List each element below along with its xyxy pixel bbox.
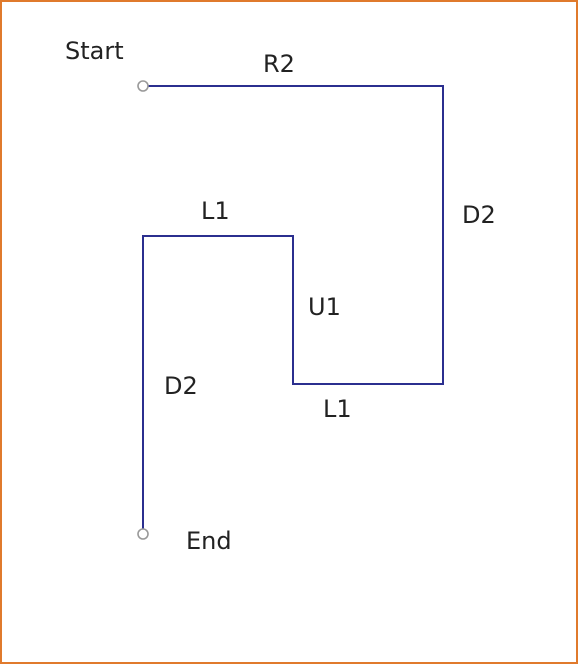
end-point: [137, 528, 149, 540]
segment-label-u1: U1: [308, 293, 341, 321]
route-path: [142, 85, 444, 534]
segment-label-r2: R2: [263, 50, 295, 78]
segment-label-l1-top: L1: [201, 197, 230, 225]
end-label: End: [186, 527, 232, 555]
segment-label-d2-left: D2: [164, 372, 198, 400]
start-point: [137, 80, 149, 92]
segment-label-d2-right: D2: [462, 201, 496, 229]
start-label: Start: [65, 37, 124, 65]
segment-label-l1-bottom: L1: [323, 395, 352, 423]
